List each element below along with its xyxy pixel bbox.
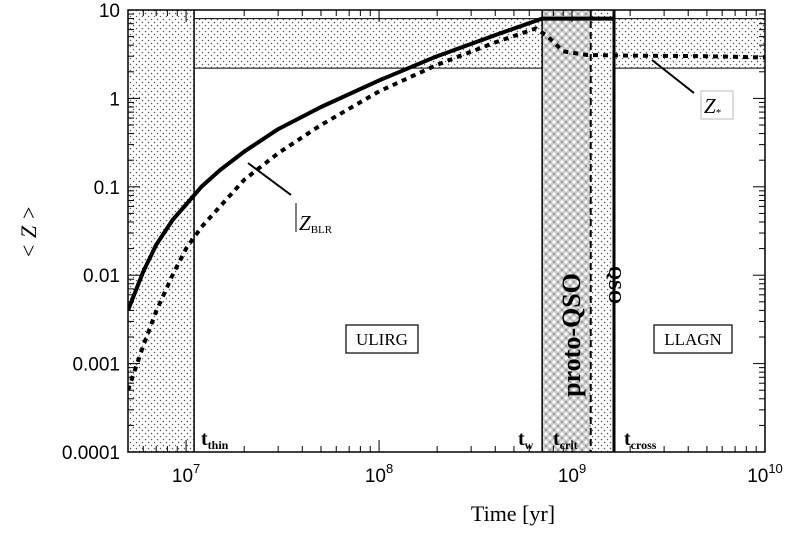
x-tick-label: 107 [172, 461, 200, 487]
zstar-label-box [700, 90, 734, 120]
y-tick-label: 10 [99, 1, 120, 22]
y-tick-label: 0.0001 [62, 443, 120, 464]
y-tick-label: 0.001 [72, 355, 120, 376]
proto-qso-region-shade [542, 10, 591, 452]
t-cross-label: tcross [624, 428, 657, 452]
zblr-leader-line [247, 162, 292, 196]
series-lines [128, 16, 765, 391]
shaded-regions [128, 9, 765, 452]
plot-border [127, 9, 766, 453]
y-tick-label: 0.1 [94, 178, 120, 199]
ulirg-box [345, 324, 419, 354]
zstar-label: Z* [704, 94, 721, 119]
qso-label: QSO [605, 266, 625, 304]
y-axis-title: < Z > [16, 206, 41, 259]
plot-frame [127, 9, 766, 453]
llagn-label: LLAGN [664, 330, 722, 349]
series-line-z-blr [128, 16, 614, 312]
x-axis-title: Time [yr] [471, 501, 555, 526]
y-tick-label: 1 [109, 89, 120, 110]
ulirg-label: ULIRG [356, 330, 408, 349]
axis-ticks: 10 1 0.1 0.01 0.001 0.0001 107 108 109 1010 [62, 1, 783, 487]
proto-qso-label: proto-QSO [557, 273, 586, 397]
t-thin-label: tthin [201, 428, 229, 452]
upper-band-shade [194, 18, 765, 69]
thin-region-shade [128, 10, 195, 452]
t-crit-label: tcrit [553, 428, 578, 452]
zstar-leader-line [651, 59, 695, 94]
qso-region-shade [590, 10, 614, 452]
x-tick-label: 109 [558, 461, 586, 487]
series-line-z-star [128, 26, 765, 391]
t-w-label: tw [518, 428, 534, 452]
x-tick-label: 108 [365, 461, 393, 487]
zblr-label: ZBLR [299, 211, 333, 236]
llagn-box [653, 324, 733, 354]
x-tick-label: 1010 [747, 461, 783, 487]
y-tick-label: 0.01 [83, 266, 120, 287]
